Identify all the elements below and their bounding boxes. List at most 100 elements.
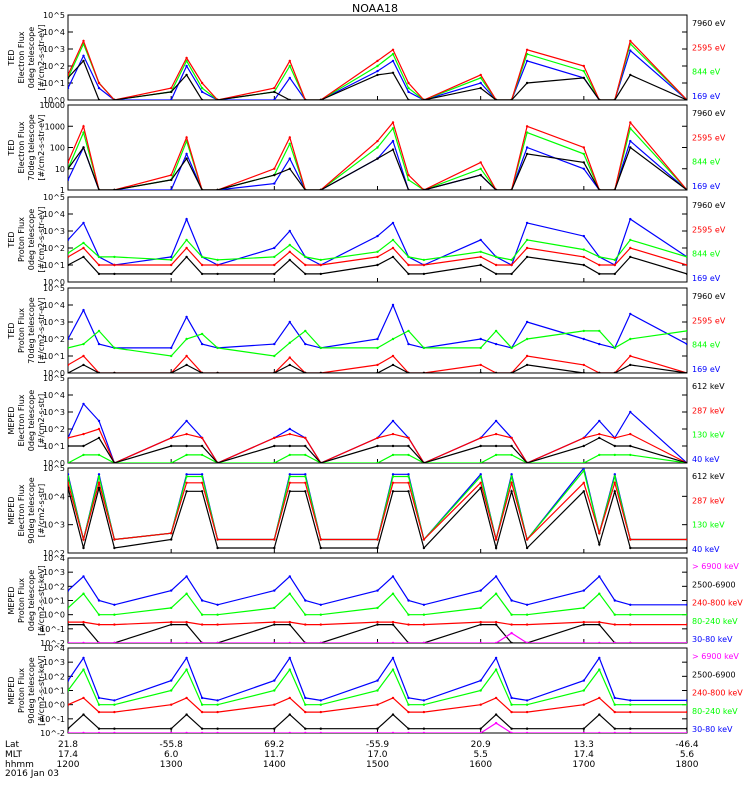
data-point bbox=[200, 86, 204, 90]
data-point bbox=[273, 167, 276, 170]
data-point bbox=[391, 238, 395, 242]
data-point bbox=[376, 731, 379, 733]
data-point bbox=[494, 668, 498, 671]
data-point bbox=[216, 710, 219, 714]
data-point bbox=[113, 263, 116, 267]
data-point bbox=[170, 272, 173, 276]
data-point bbox=[113, 710, 116, 714]
data-point bbox=[304, 329, 307, 333]
y-tick-label: 10^5 bbox=[43, 464, 65, 473]
data-point bbox=[200, 731, 204, 733]
data-point bbox=[422, 461, 426, 463]
data-point bbox=[185, 713, 188, 716]
data-point bbox=[510, 641, 513, 643]
data-point bbox=[68, 475, 70, 478]
x-tick-hhmm: 1600 bbox=[469, 760, 492, 770]
data-point bbox=[391, 696, 395, 700]
data-point bbox=[376, 444, 379, 448]
data-point bbox=[304, 98, 307, 100]
data-point bbox=[629, 546, 632, 550]
data-point bbox=[391, 473, 395, 476]
data-point bbox=[479, 81, 482, 85]
data-point bbox=[510, 703, 513, 706]
data-point bbox=[68, 473, 70, 476]
data-point bbox=[288, 575, 291, 578]
data-point bbox=[170, 354, 173, 358]
legend-entry: 240-800 keV bbox=[692, 689, 743, 698]
data-point bbox=[629, 246, 632, 250]
data-point bbox=[422, 98, 426, 100]
data-point bbox=[407, 371, 410, 373]
data-point bbox=[422, 188, 426, 190]
y-axis-label-line: Proton Flux bbox=[17, 668, 26, 713]
data-point bbox=[185, 419, 188, 423]
data-point bbox=[200, 444, 204, 448]
data-point bbox=[613, 727, 616, 730]
data-point bbox=[582, 234, 585, 238]
y-tick-label: 10^3 bbox=[43, 408, 65, 417]
data-point bbox=[613, 490, 616, 493]
data-point bbox=[82, 59, 85, 63]
data-point bbox=[97, 81, 101, 85]
data-point bbox=[407, 436, 410, 440]
data-point bbox=[479, 363, 482, 367]
data-point bbox=[494, 432, 498, 436]
data-point bbox=[185, 217, 188, 221]
data-point bbox=[216, 538, 219, 541]
data-point bbox=[97, 342, 101, 346]
data-point bbox=[479, 76, 482, 80]
data-point bbox=[582, 444, 585, 448]
data-point bbox=[200, 599, 204, 602]
data-point bbox=[391, 52, 395, 56]
x-row-label: hhmm bbox=[5, 760, 34, 770]
y-tick-label: 10^0 bbox=[43, 369, 65, 378]
y-tick-label: 1000 bbox=[45, 122, 65, 131]
data-point bbox=[97, 703, 101, 706]
data-point bbox=[273, 444, 276, 448]
data-point bbox=[479, 461, 482, 463]
data-point bbox=[422, 258, 426, 262]
y-axis-label-line: [#/cm2-s-str-eV] bbox=[37, 206, 46, 272]
data-point bbox=[525, 238, 529, 242]
data-point bbox=[216, 346, 219, 350]
data-point bbox=[200, 641, 204, 643]
legend-entry: 7960 eV bbox=[692, 19, 726, 28]
data-point bbox=[185, 73, 188, 77]
data-point bbox=[68, 76, 70, 80]
data-point bbox=[422, 699, 426, 702]
data-point bbox=[170, 620, 173, 624]
data-point bbox=[479, 337, 482, 341]
data-point bbox=[494, 453, 498, 457]
y-tick-label: 10^0 bbox=[43, 701, 65, 710]
data-point bbox=[582, 468, 585, 470]
data-point bbox=[82, 432, 85, 436]
data-point bbox=[170, 255, 173, 259]
data-point bbox=[422, 263, 426, 267]
data-point bbox=[525, 641, 529, 643]
data-point bbox=[525, 727, 529, 730]
data-point bbox=[200, 453, 204, 457]
data-point bbox=[582, 679, 585, 682]
data-point bbox=[304, 263, 307, 267]
data-point bbox=[113, 641, 116, 643]
data-point bbox=[598, 713, 601, 716]
legend-entry: 169 eV bbox=[692, 274, 721, 283]
data-point bbox=[422, 613, 426, 616]
y-axis-label-line: 70deg telescope bbox=[27, 114, 36, 181]
data-point bbox=[200, 81, 204, 85]
data-point bbox=[582, 371, 585, 373]
data-point bbox=[113, 623, 116, 626]
data-point bbox=[376, 620, 379, 624]
panel-8: 10^-2 10^-1 10^0 10^1 10^2 10^3 10^4 MEPED Proto… bbox=[7, 644, 743, 738]
data-point bbox=[479, 238, 482, 242]
data-point bbox=[598, 263, 601, 267]
data-point bbox=[510, 631, 513, 635]
data-point bbox=[97, 329, 101, 333]
data-point bbox=[97, 599, 101, 602]
data-point bbox=[391, 575, 395, 578]
data-point bbox=[68, 167, 70, 170]
legend-entry: 40 keV bbox=[692, 455, 720, 464]
data-point bbox=[613, 453, 616, 457]
x-tick-mlt: 17.0 bbox=[367, 750, 387, 760]
